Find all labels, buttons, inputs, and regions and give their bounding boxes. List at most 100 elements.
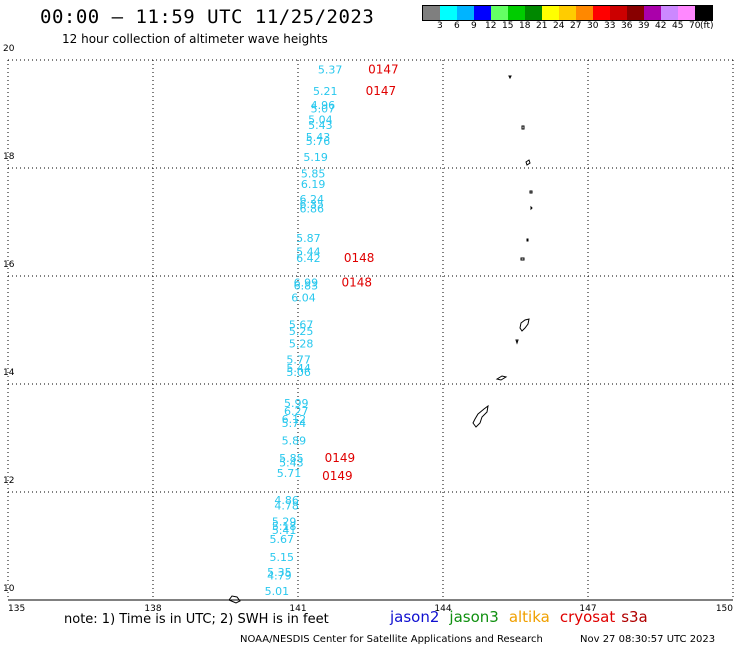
wave-height-value: 6.04 (291, 292, 316, 305)
color-swatch (559, 6, 576, 20)
color-legend-label: 24 (553, 21, 565, 31)
wave-height-value: 4.78 (274, 500, 299, 513)
color-swatch (457, 6, 474, 20)
wave-height-value: 6.86 (299, 203, 324, 216)
island-rota (495, 375, 508, 381)
satellite-altika: altika (508, 608, 550, 626)
wave-height-value: 5.43 (308, 119, 333, 132)
color-legend-label: 3 (437, 21, 443, 31)
wave-height-value: 5.44 (286, 362, 311, 375)
color-legend-label: 45 (672, 21, 684, 31)
latitude-label: 18 (3, 152, 15, 162)
wave-height-value: 6.12 (282, 413, 307, 426)
color-legend-label: 70 (689, 21, 701, 31)
pass-number-label: 0147 (366, 84, 397, 98)
wave-height-value: 6.35 (299, 198, 324, 211)
color-legend-label: 39 (638, 21, 650, 31)
wave-height-value: 6.83 (294, 280, 319, 293)
wave-height-value: 5.06 (286, 366, 311, 379)
island-tinian (515, 339, 519, 345)
color-legend-label: 27 (570, 21, 582, 31)
longitude-label: 147 (579, 604, 596, 614)
island-saipan (519, 318, 530, 332)
color-swatch (525, 6, 542, 20)
color-legend-bar (422, 5, 713, 21)
color-swatch (491, 6, 508, 20)
coastlines (228, 75, 533, 604)
color-legend-label: 30 (587, 21, 599, 31)
color-swatch (576, 6, 593, 20)
wave-height-value: 6.42 (296, 252, 321, 265)
color-legend-label: 12 (485, 21, 497, 31)
island-guguan (520, 257, 525, 261)
island-maug (521, 125, 525, 130)
wave-height-value: 5.28 (289, 338, 314, 351)
latitude-label: 12 (3, 476, 14, 486)
color-swatch (474, 6, 491, 20)
wave-height-value: 5.71 (277, 467, 302, 480)
pass-number-label: 0148 (344, 251, 375, 265)
wave-height-value: 4.79 (267, 570, 292, 583)
color-swatch (661, 6, 678, 20)
map-title: 00:00 — 11:59 UTC 11/25/2023 (40, 6, 375, 28)
color-swatch (593, 6, 610, 20)
wave-height-value: 5.37 (318, 64, 343, 77)
longitude-label: 141 (289, 604, 306, 614)
color-swatch (542, 6, 559, 20)
island-agrihan (529, 190, 533, 194)
wave-height-value: 5.04 (308, 113, 333, 126)
wave-height-value: 5.01 (265, 585, 290, 598)
pass-number-label: 0149 (325, 451, 356, 465)
wave-height-value: 5.18 (272, 520, 297, 533)
wave-height-value: 5.25 (289, 325, 314, 338)
color-swatch (678, 6, 695, 20)
pass-number-label: 0148 (342, 275, 373, 289)
island-pagan (530, 205, 533, 211)
latitude-label: 20 (3, 44, 15, 54)
color-legend-label: 15 (502, 21, 514, 31)
wave-height-value: 6.27 (284, 405, 309, 418)
color-swatch (627, 6, 644, 20)
wave-height-value: 6.19 (301, 178, 326, 191)
color-swatch (440, 6, 457, 20)
wave-height-value: 5.35 (267, 566, 292, 579)
wave-height-value: 6.99 (294, 276, 319, 289)
longitude-label: 138 (144, 604, 161, 614)
wave-height-value: 5.41 (272, 524, 297, 537)
wave-height-value: 5.44 (296, 246, 321, 259)
island-farallon (508, 75, 512, 80)
wave-height-value: 5.67 (289, 319, 314, 332)
longitude-label: 144 (434, 604, 451, 614)
color-swatch (695, 6, 712, 20)
wave-height-value: 5.89 (282, 435, 307, 448)
color-swatch (508, 6, 525, 20)
color-legend-label: 6 (454, 21, 460, 31)
color-legend-label: 42 (655, 21, 667, 31)
pass-number-label: 0147 (368, 63, 399, 77)
latitude-labels: 20 18 16 14 12 10 (3, 44, 15, 594)
color-legend-label: 36 (621, 21, 633, 31)
wave-height-value: 5.15 (270, 551, 295, 564)
wave-height-value: 5.21 (313, 85, 338, 98)
wave-height-value: 5.77 (286, 354, 311, 367)
wave-height-value: 5.07 (311, 103, 336, 116)
longitude-label: 135 (8, 604, 25, 614)
color-legend-label: 33 (604, 21, 616, 31)
wave-height-value: 4.96 (311, 99, 336, 112)
color-legend-label: 9 (471, 21, 477, 31)
latitude-label: 14 (3, 368, 15, 378)
satellite-legend: jason2 jason3 altika cryosat s3a (390, 608, 658, 626)
wave-height-value: 5.76 (306, 135, 331, 148)
latitude-label: 16 (3, 260, 15, 270)
wave-height-value: 5.67 (270, 533, 295, 546)
wave-height-value: 5.99 (284, 397, 309, 410)
graticule (7, 59, 734, 601)
pass-labels: 0147 0147 0148 0148 0149 0149 (322, 63, 398, 483)
color-swatch (644, 6, 661, 20)
credit-text: NOAA/NESDIS Center for Satellite Applica… (240, 634, 543, 645)
wave-height-value: 5.19 (303, 151, 328, 164)
satellite-jason3: jason3 (449, 608, 499, 626)
color-swatch (610, 6, 627, 20)
wave-height-value: 5.85 (279, 452, 304, 465)
wave-height-value: 6.24 (299, 193, 324, 206)
